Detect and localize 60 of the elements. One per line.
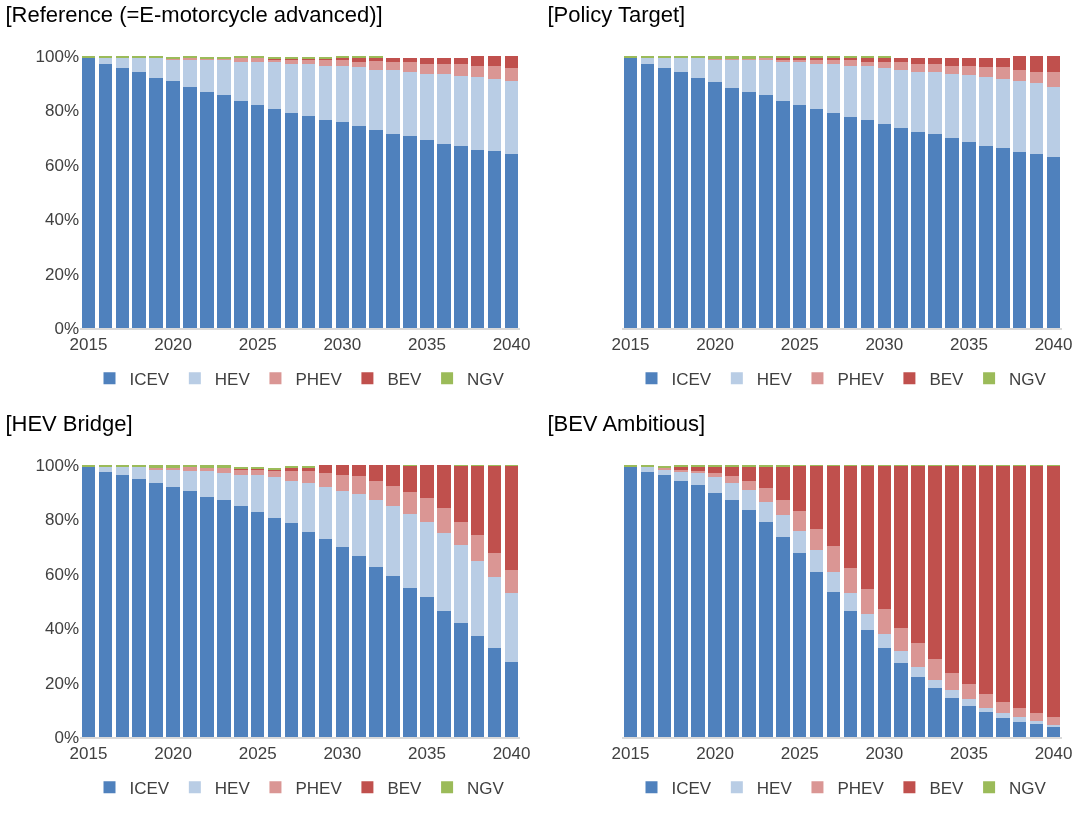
x-tick-label: 2030	[323, 335, 362, 355]
x-tick-label: 2035	[950, 744, 988, 764]
x-tick-label: 2040	[1034, 744, 1073, 764]
y-tick-label: 60%	[44, 564, 79, 584]
legend-label: NGV	[467, 369, 505, 389]
legend-label: ICEV	[671, 369, 712, 389]
legend-label: HEV	[214, 369, 251, 389]
chart-title: [BEV Ambitious]	[547, 410, 706, 436]
legend-label: NGV	[467, 778, 505, 798]
legend-label: ICEV	[129, 778, 170, 798]
x-tick-label: 2015	[611, 744, 650, 764]
legend-label: PHEV	[295, 369, 343, 389]
x-tick-label: 2025	[780, 335, 819, 355]
x-tick-label: 2035	[408, 744, 446, 764]
legend-label: NGV	[1009, 778, 1047, 798]
x-tick-label: 2035	[950, 335, 988, 355]
legend-label: BEV	[929, 369, 965, 389]
legend-label: ICEV	[129, 369, 170, 389]
x-tick-label: 2020	[154, 744, 192, 764]
legend-label: HEV	[756, 778, 793, 798]
legend-label: BEV	[387, 369, 423, 389]
x-tick-label: 2030	[865, 744, 904, 764]
x-tick-label: 2025	[238, 335, 277, 355]
x-tick-label: 2025	[780, 744, 819, 764]
legend-label: BEV	[387, 778, 423, 798]
x-tick-label: 2020	[154, 335, 192, 355]
x-tick-label: 2040	[1034, 335, 1073, 355]
chart-title: [HEV Bridge]	[5, 410, 133, 436]
y-tick-label: 40%	[44, 619, 79, 639]
legend-label: NGV	[1009, 369, 1047, 389]
x-tick-label: 2035	[408, 335, 446, 355]
y-tick-label: 20%	[44, 673, 79, 693]
x-tick-label: 2040	[492, 335, 531, 355]
legend-label: HEV	[214, 778, 251, 798]
x-tick-label: 2030	[865, 335, 904, 355]
legend-label: HEV	[756, 369, 793, 389]
x-tick-label: 2020	[696, 744, 734, 764]
y-tick-label: 80%	[44, 101, 79, 121]
y-tick-label: 80%	[44, 510, 79, 530]
legend-label: BEV	[929, 778, 965, 798]
chart-title: [Policy Target]	[547, 1, 686, 27]
x-tick-label: 2030	[323, 744, 362, 764]
x-tick-label: 2040	[492, 744, 531, 764]
x-tick-label: 2025	[238, 744, 277, 764]
y-tick-label: 40%	[44, 210, 79, 230]
y-tick-label: 100%	[35, 455, 79, 475]
legend-label: PHEV	[295, 778, 343, 798]
chart-title: [Reference (=E-motorcycle advanced)]	[5, 1, 383, 27]
legend-label: PHEV	[837, 778, 885, 798]
x-tick-label: 2020	[696, 335, 734, 355]
x-tick-label: 2015	[69, 335, 108, 355]
y-tick-label: 100%	[35, 46, 79, 66]
x-tick-label: 2015	[611, 335, 650, 355]
y-tick-label: 20%	[44, 264, 79, 284]
legend-label: ICEV	[671, 778, 712, 798]
y-tick-label: 0%	[54, 318, 79, 338]
x-tick-label: 2015	[69, 744, 108, 764]
legend-label: PHEV	[837, 369, 885, 389]
y-tick-label: 0%	[54, 727, 79, 747]
y-tick-label: 60%	[44, 155, 79, 175]
